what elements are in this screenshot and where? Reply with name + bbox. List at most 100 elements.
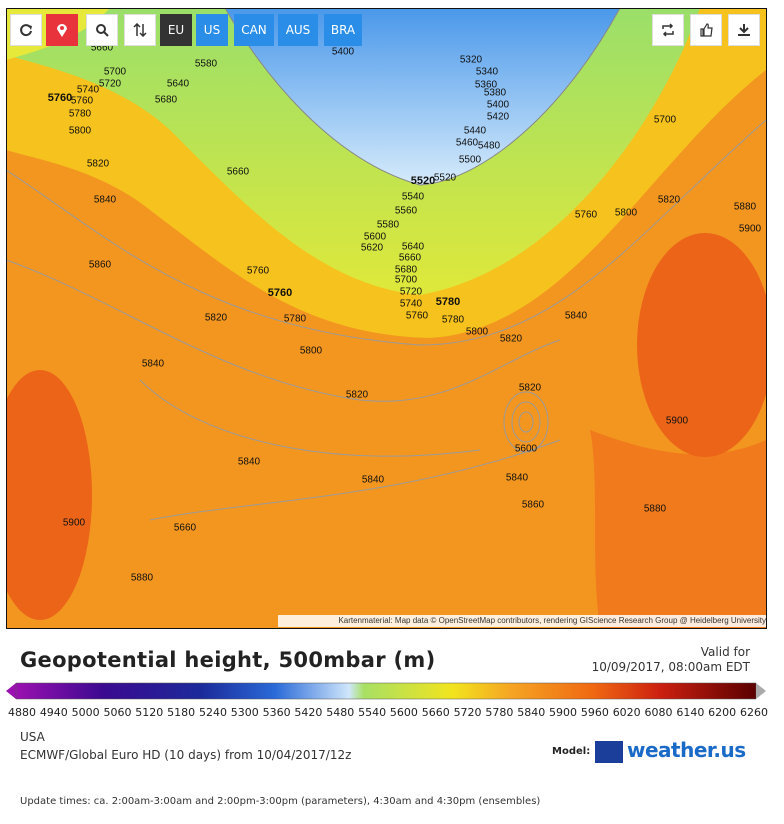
contour-label: 5580 xyxy=(377,220,400,231)
model-run: ECMWF/Global Euro HD (10 days) from 10/0… xyxy=(20,748,352,762)
contour-label: 5700 xyxy=(104,67,127,78)
map: 5660558054005320534053605380540054205440… xyxy=(6,8,767,629)
colorbar-tick-label: 5840 xyxy=(517,706,546,719)
colorbar-arrow xyxy=(6,683,16,699)
contour-label: 5840 xyxy=(142,359,165,370)
colorbar-tick-label: 5480 xyxy=(326,706,355,719)
like-button[interactable] xyxy=(690,14,722,46)
colorbar-tick-label: 5420 xyxy=(294,706,323,719)
contour-label: 5880 xyxy=(734,202,757,213)
colorbar-tick-label: 4940 xyxy=(39,706,68,719)
icon xyxy=(738,24,750,36)
contour-label: 5400 xyxy=(332,47,355,58)
contour-label: 5760 xyxy=(575,210,598,221)
contour-label: 5440 xyxy=(464,126,487,137)
contour-label: 5480 xyxy=(478,141,501,152)
contour-label: 5820 xyxy=(205,313,228,324)
contour-label: 5820 xyxy=(658,195,681,206)
colorbar-tick-label: 5720 xyxy=(453,706,482,719)
eu-flag xyxy=(595,741,623,763)
region: USA xyxy=(20,730,45,744)
contour-label: 5420 xyxy=(487,112,510,123)
contour-label: 5660 xyxy=(227,167,250,178)
contour-label: 5580 xyxy=(195,59,218,70)
contour-label: 5780 xyxy=(69,109,92,120)
contour-label: 5900 xyxy=(666,416,689,427)
brand[interactable]: weather.us xyxy=(627,738,746,762)
colorbar-tick-label: 5300 xyxy=(230,706,259,719)
map-border xyxy=(6,8,767,629)
contour-label: 5680 xyxy=(395,265,418,276)
contour-label: 5600 xyxy=(364,232,387,243)
colorbar-tick-label: 6200 xyxy=(708,706,737,719)
colorbar-tick-label: 5060 xyxy=(103,706,132,719)
refresh-button[interactable] xyxy=(10,14,42,46)
model-label: Model: xyxy=(552,746,591,757)
contour-label: 5880 xyxy=(131,573,154,584)
contour-label: 5740 xyxy=(400,299,423,310)
contour-label: 5640 xyxy=(402,242,425,253)
colorbar-tick-label: 5780 xyxy=(485,706,514,719)
contour-label: 5520 xyxy=(434,173,457,184)
contour-label: 5840 xyxy=(238,457,261,468)
colorbar-tick-label: 5240 xyxy=(198,706,227,719)
contour-label: 5660 xyxy=(91,43,114,54)
colorbar-tick-label: 5660 xyxy=(421,706,450,719)
contour-label: 5780 xyxy=(436,296,460,308)
contour-label: 5900 xyxy=(63,518,86,529)
contour-label: 5840 xyxy=(565,311,588,322)
high-lower-right xyxy=(590,430,766,628)
contour-label: 5780 xyxy=(284,314,307,325)
colorbar-tick-label: 6260 xyxy=(740,706,768,719)
contour-label: 5840 xyxy=(506,473,529,484)
contour-label: 5640 xyxy=(167,79,190,90)
title: Geopotential height, 500mbar (m) xyxy=(20,648,436,672)
trough xyxy=(224,8,621,186)
icon xyxy=(700,23,713,37)
colorbar-tick-label: 5000 xyxy=(71,706,100,719)
contour-label: 5700 xyxy=(654,115,677,126)
colorbar-tick-label: 6140 xyxy=(676,706,705,719)
contour-label: 5760 xyxy=(71,96,94,107)
repeat-button[interactable] xyxy=(652,14,684,46)
contour-label: 5840 xyxy=(94,195,117,206)
sort-button[interactable] xyxy=(124,14,156,46)
region-button[interactable]: US xyxy=(196,14,228,46)
contour-label: 5600 xyxy=(515,444,538,455)
contour-label: 5500 xyxy=(459,155,482,166)
colorbar-scale xyxy=(15,682,757,700)
region-button[interactable]: BRA xyxy=(324,14,362,46)
update-times: Update times: ca. 2:00am-3:00am and 2:00… xyxy=(20,796,541,807)
contour-label: 5560 xyxy=(395,206,418,217)
icon xyxy=(662,23,674,37)
contour-label: 5720 xyxy=(400,287,423,298)
icon xyxy=(96,24,109,37)
contour-label: 5780 xyxy=(442,315,465,326)
contour-label: 5460 xyxy=(456,138,479,149)
contour-label: 5880 xyxy=(644,504,667,515)
contour-label: 5820 xyxy=(87,159,110,170)
colorbar-tick-label: 5960 xyxy=(580,706,609,719)
contour-label: 5860 xyxy=(522,500,545,511)
region-button[interactable]: EU xyxy=(160,14,192,46)
zoom-button[interactable] xyxy=(86,14,118,46)
high-right xyxy=(637,233,767,457)
contour-label: 5820 xyxy=(500,334,523,345)
contour-label: 5800 xyxy=(615,208,638,219)
colorbar-tick-label: 5360 xyxy=(262,706,291,719)
region-button[interactable]: AUS xyxy=(278,14,318,46)
contour-label: 5520 xyxy=(411,175,435,187)
colorbar-tick-label: 5600 xyxy=(389,706,418,719)
contour-label: 5320 xyxy=(460,55,483,66)
contour-label: 5620 xyxy=(361,243,384,254)
region-button[interactable]: CAN xyxy=(234,14,274,46)
contour-label: 5700 xyxy=(395,275,418,286)
colorbar xyxy=(6,682,766,700)
icon xyxy=(57,24,67,37)
contour-label: 5360 xyxy=(475,80,498,91)
location-button[interactable] xyxy=(46,14,78,46)
download-button[interactable] xyxy=(728,14,760,46)
colorbar-tick-label: 5540 xyxy=(358,706,387,719)
contour-label: 5860 xyxy=(89,260,112,271)
